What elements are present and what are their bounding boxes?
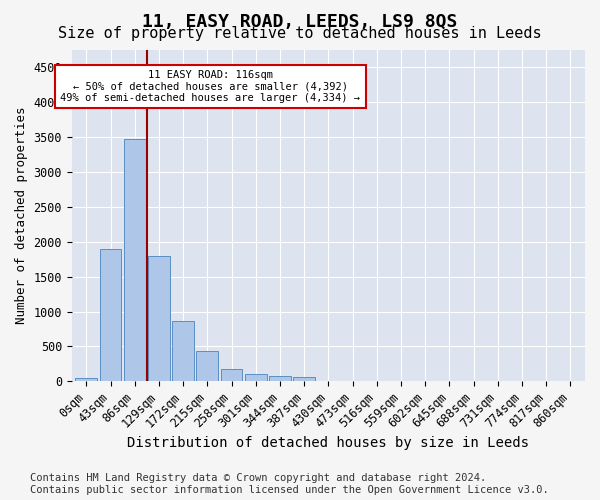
Bar xyxy=(148,256,170,382)
Bar xyxy=(172,320,194,382)
Bar xyxy=(100,249,121,382)
X-axis label: Distribution of detached houses by size in Leeds: Distribution of detached houses by size … xyxy=(127,436,529,450)
Y-axis label: Number of detached properties: Number of detached properties xyxy=(15,107,28,324)
Bar xyxy=(269,376,291,382)
Bar xyxy=(124,138,146,382)
Bar xyxy=(196,350,218,382)
Bar xyxy=(293,378,315,382)
Bar xyxy=(245,374,266,382)
Text: 11, EASY ROAD, LEEDS, LS9 8QS: 11, EASY ROAD, LEEDS, LS9 8QS xyxy=(142,12,458,30)
Bar xyxy=(76,378,97,382)
Text: 11 EASY ROAD: 116sqm
← 50% of detached houses are smaller (4,392)
49% of semi-de: 11 EASY ROAD: 116sqm ← 50% of detached h… xyxy=(61,70,361,103)
Bar xyxy=(221,369,242,382)
Text: Contains HM Land Registry data © Crown copyright and database right 2024.
Contai: Contains HM Land Registry data © Crown c… xyxy=(30,474,549,495)
Text: Size of property relative to detached houses in Leeds: Size of property relative to detached ho… xyxy=(58,26,542,41)
